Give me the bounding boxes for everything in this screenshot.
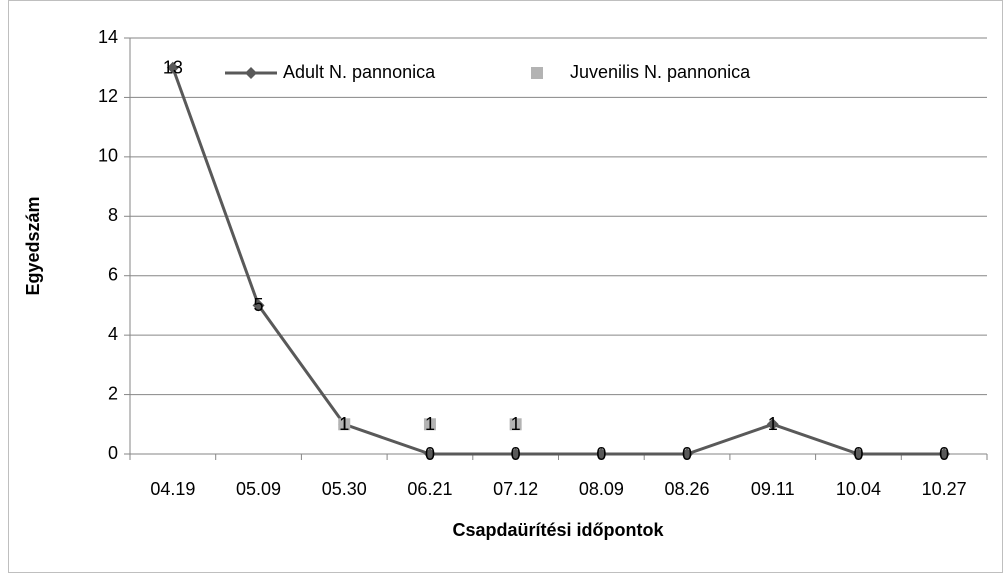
y-tick-label: 0 <box>108 443 118 463</box>
data-label: 0 <box>425 444 435 464</box>
x-axis-title: Csapdaürítési időpontok <box>452 520 664 540</box>
data-label: 0 <box>939 444 949 464</box>
data-point <box>681 448 694 460</box>
y-tick-label: 12 <box>98 86 118 106</box>
legend-label: Juvenilis N. pannonica <box>570 62 751 82</box>
data-point <box>766 418 779 431</box>
x-tick-label: 05.09 <box>236 479 281 499</box>
data-label: 1 <box>768 414 778 434</box>
y-tick-label: 2 <box>108 383 118 403</box>
data-point <box>338 418 351 431</box>
data-label: 0 <box>596 444 606 464</box>
data-label: 1 <box>339 414 349 434</box>
data-point <box>852 448 865 460</box>
legend-marker <box>531 67 543 79</box>
x-tick-label: 08.26 <box>665 479 710 499</box>
legend-marker <box>245 67 257 79</box>
legend-label: Adult N. pannonica <box>283 62 436 82</box>
y-tick-label: 8 <box>108 205 118 225</box>
x-tick-label: 06.21 <box>407 479 452 499</box>
data-label: 1 <box>425 414 435 434</box>
data-point <box>166 61 179 74</box>
data-point <box>509 418 522 431</box>
chart-frame <box>8 0 1003 573</box>
data-label: 5 <box>254 295 264 315</box>
data-label: 13 <box>163 57 183 77</box>
data-point <box>595 448 608 460</box>
x-tick-label: 10.04 <box>836 479 881 499</box>
data-point <box>252 299 265 312</box>
data-point <box>509 448 522 460</box>
data-point <box>423 448 436 460</box>
data-label: 1 <box>339 414 349 434</box>
x-tick-label: 09.11 <box>751 479 795 499</box>
data-label: 0 <box>853 444 863 464</box>
x-tick-label: 04.19 <box>150 479 195 499</box>
y-axis-title: Egyedszám <box>23 196 43 295</box>
series-line <box>171 67 945 456</box>
y-tick-label: 4 <box>108 324 118 344</box>
data-point <box>423 418 436 431</box>
data-label: 1 <box>511 414 521 434</box>
x-tick-label: 07.12 <box>493 479 538 499</box>
data-point <box>938 448 951 460</box>
data-label: 0 <box>682 444 692 464</box>
x-tick-label: 05.30 <box>322 479 367 499</box>
x-tick-label: 08.09 <box>579 479 624 499</box>
data-label: 0 <box>511 444 521 464</box>
x-tick-label: 10.27 <box>922 479 967 499</box>
y-tick-label: 14 <box>98 27 118 47</box>
y-tick-label: 10 <box>98 146 118 166</box>
y-tick-label: 6 <box>108 264 118 284</box>
